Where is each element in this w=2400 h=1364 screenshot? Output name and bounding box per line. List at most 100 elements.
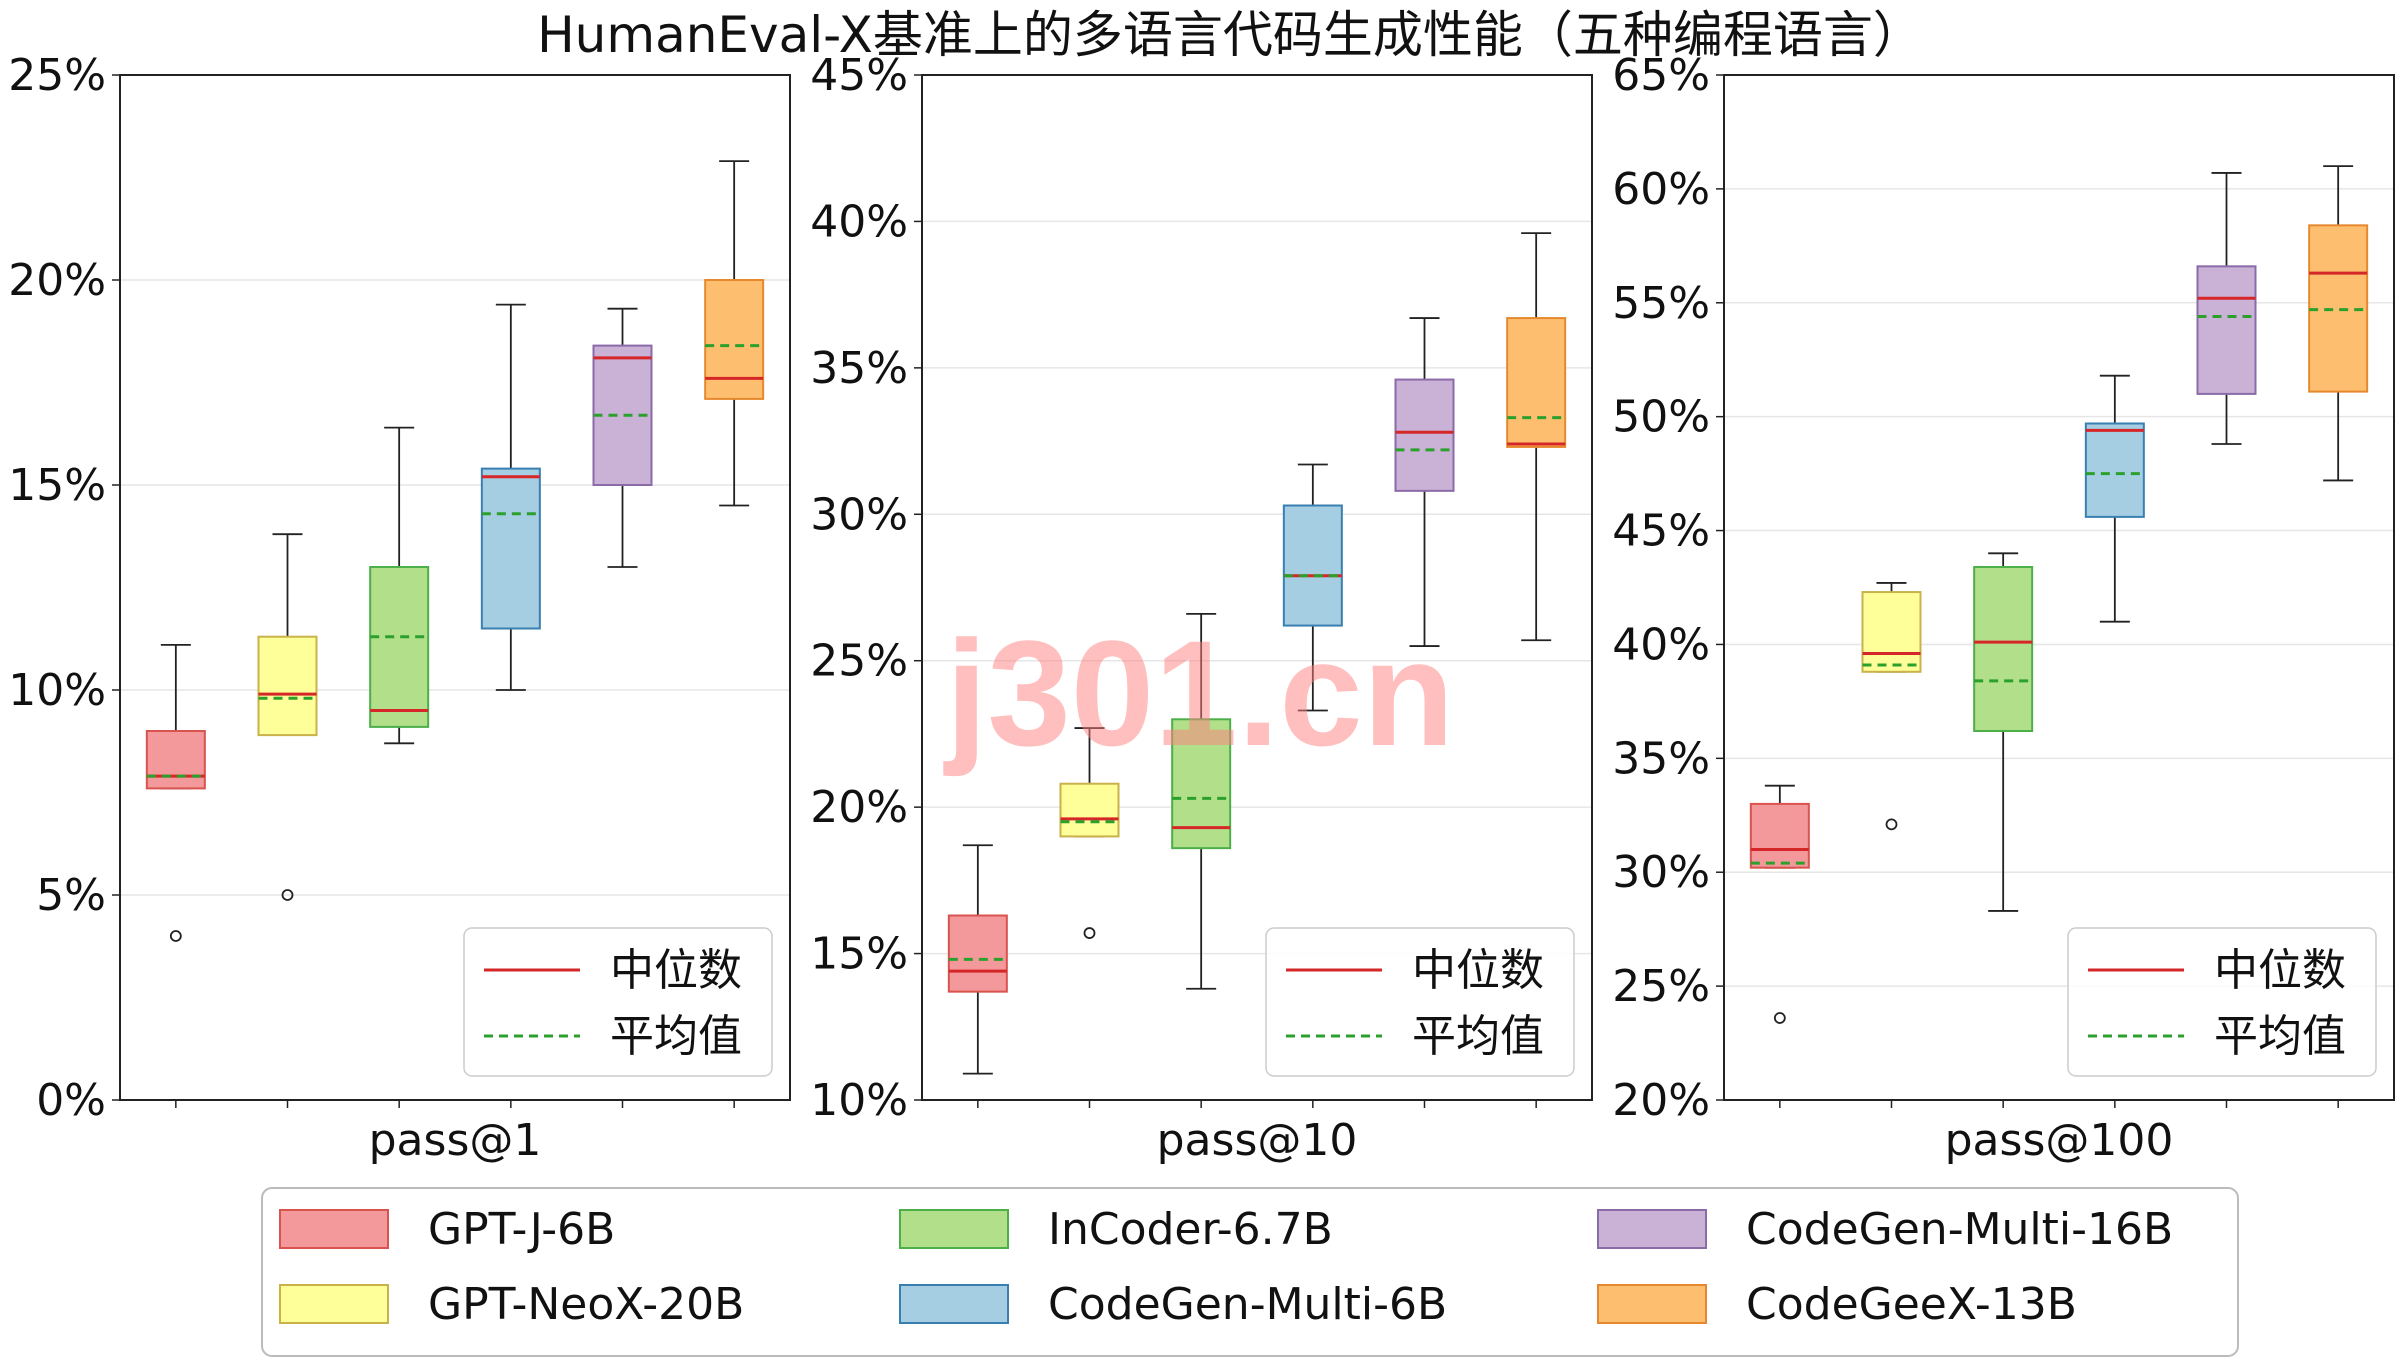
legend-entry-GPT-NeoX-20B: GPT-NeoX-20B xyxy=(279,1279,744,1330)
y-tick-label: 15% xyxy=(8,460,106,511)
iqr-box xyxy=(1394,378,1455,492)
axes-frame xyxy=(921,74,1593,1101)
iqr-box xyxy=(1059,782,1120,838)
legend-swatch xyxy=(1597,1284,1707,1324)
legend-entry-CodeGen-Multi-16B: CodeGen-Multi-16B xyxy=(1597,1204,2173,1255)
box-InCoder-6.7B xyxy=(1171,612,1232,1108)
box-InCoder-6.7B xyxy=(369,426,430,1108)
outlier-point xyxy=(281,889,294,901)
box-GPT-NeoX-20B xyxy=(257,533,318,1108)
stat-legend-frame xyxy=(2067,927,2377,1077)
iqr-box xyxy=(1861,591,1922,673)
y-tick-label: 35% xyxy=(1612,733,1710,784)
axes-frame xyxy=(1723,74,2395,1101)
y-tick-label: 15% xyxy=(810,929,908,980)
legend-swatch xyxy=(899,1284,1009,1324)
box-CodeGen-Multi-16B xyxy=(2196,172,2257,1108)
iqr-box xyxy=(947,914,1008,993)
model-legend-frame xyxy=(261,1187,2239,1357)
box-CodeGen-Multi-16B xyxy=(1394,317,1455,1108)
box-GPT-J-6B xyxy=(1749,784,1810,1108)
legend-label: InCoder-6.7B xyxy=(1048,1204,1333,1255)
iqr-box xyxy=(704,279,765,400)
box-CodeGeeX-13B xyxy=(2308,165,2369,1108)
y-tick-label: 20% xyxy=(810,782,908,833)
iqr-box xyxy=(2196,265,2257,395)
y-tick-label: 65% xyxy=(1612,50,1710,101)
y-tick-label: 45% xyxy=(810,50,908,101)
box-CodeGen-Multi-6B xyxy=(1282,463,1343,1108)
box-CodeGen-Multi-16B xyxy=(592,307,653,1108)
iqr-box xyxy=(145,730,206,790)
legend-swatch xyxy=(279,1284,389,1324)
panel-pass-at-100: 20% 25% 30% 35% 40% 45% 50% 55% 60% 65% pass@100 中位… xyxy=(1612,50,2395,1166)
outlier-point xyxy=(1083,927,1096,939)
box-CodeGen-Multi-6B xyxy=(2084,374,2145,1108)
iqr-box xyxy=(480,467,541,630)
y-tick-label: 10% xyxy=(810,1075,908,1126)
y-tick-label: 20% xyxy=(1612,1075,1710,1126)
iqr-box xyxy=(257,635,318,737)
legend-label: GPT-NeoX-20B xyxy=(428,1279,744,1330)
y-tick-label: 30% xyxy=(810,489,908,540)
y-tick-label: 5% xyxy=(36,870,106,921)
box-CodeGeeX-13B xyxy=(704,160,765,1108)
box-CodeGeeX-13B xyxy=(1506,232,1567,1108)
box-GPT-J-6B xyxy=(145,644,206,1108)
legend-label: CodeGen-Multi-16B xyxy=(1746,1204,2173,1255)
y-tick-label: 30% xyxy=(1612,847,1710,898)
y-tick-label: 35% xyxy=(810,343,908,394)
iqr-box xyxy=(369,566,430,728)
box-GPT-J-6B xyxy=(947,844,1008,1108)
legend-label: GPT-J-6B xyxy=(428,1204,615,1255)
iqr-box xyxy=(1506,317,1567,448)
y-tick-label: 25% xyxy=(8,50,106,101)
watermark: j301.cn xyxy=(943,609,1455,777)
chart-title: HumanEval-X基准上的多语言代码生成性能（五种编程语言） xyxy=(537,6,1923,64)
box-InCoder-6.7B xyxy=(1973,552,2034,1108)
y-tick-label: 40% xyxy=(810,196,908,247)
mean-legend-label: 平均值 xyxy=(2214,1011,2346,1062)
legend-entry-GPT-J-6B: GPT-J-6B xyxy=(279,1204,615,1255)
box-GPT-NeoX-20B xyxy=(1861,582,1922,1108)
x-axis-label: pass@1 xyxy=(369,1115,542,1166)
median-legend-label: 中位数 xyxy=(2214,945,2346,996)
y-tick-label: 20% xyxy=(8,255,106,306)
outlier-point xyxy=(169,930,182,942)
box-CodeGen-Multi-6B xyxy=(480,303,541,1108)
y-tick-label: 40% xyxy=(1612,619,1710,670)
legend-entry-InCoder-6.7B: InCoder-6.7B xyxy=(899,1204,1333,1255)
legend-entry-CodeGen-Multi-6B: CodeGen-Multi-6B xyxy=(899,1279,1447,1330)
legend-entry-CodeGeeX-13B: CodeGeeX-13B xyxy=(1597,1279,2077,1330)
model-legend: GPT-J-6B GPT-NeoX-20B InCoder-6.7B CodeGen-… xyxy=(261,1187,2239,1357)
stat-legend-frame xyxy=(463,927,773,1077)
y-tick-label: 60% xyxy=(1612,164,1710,215)
legend-swatch xyxy=(279,1209,389,1249)
x-axis-label: pass@10 xyxy=(1157,1115,1358,1166)
legend-swatch xyxy=(1597,1209,1707,1249)
iqr-box xyxy=(1973,566,2034,732)
iqr-box xyxy=(1282,504,1343,627)
x-axis-label: pass@100 xyxy=(1945,1115,2174,1166)
y-tick-label: 45% xyxy=(1612,506,1710,557)
iqr-box xyxy=(2084,422,2145,518)
y-tick-label: 10% xyxy=(8,665,106,716)
y-tick-label: 25% xyxy=(1612,961,1710,1012)
median-legend-label: 中位数 xyxy=(1412,945,1544,996)
y-tick-label: 25% xyxy=(810,636,908,687)
axes-frame xyxy=(119,74,791,1101)
y-tick-label: 55% xyxy=(1612,278,1710,329)
outlier-point xyxy=(1773,1012,1786,1024)
legend-swatch xyxy=(899,1209,1009,1249)
stat-legend-frame xyxy=(1265,927,1575,1077)
y-tick-label: 0% xyxy=(36,1075,106,1126)
outlier-point xyxy=(1885,818,1898,831)
